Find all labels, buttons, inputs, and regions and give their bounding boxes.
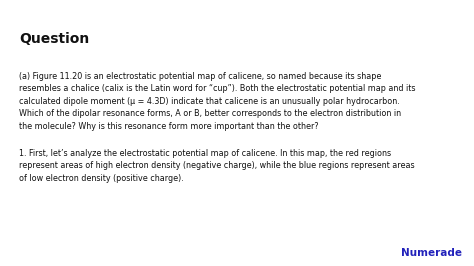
Text: (a) Figure 11.20 is an electrostatic potential map of calicene, so named because: (a) Figure 11.20 is an electrostatic pot… (19, 72, 415, 131)
Text: Question: Question (19, 32, 89, 46)
Text: Numerade: Numerade (401, 248, 462, 258)
Text: 1. First, let’s analyze the electrostatic potential map of calicene. In this map: 1. First, let’s analyze the electrostati… (19, 149, 415, 183)
